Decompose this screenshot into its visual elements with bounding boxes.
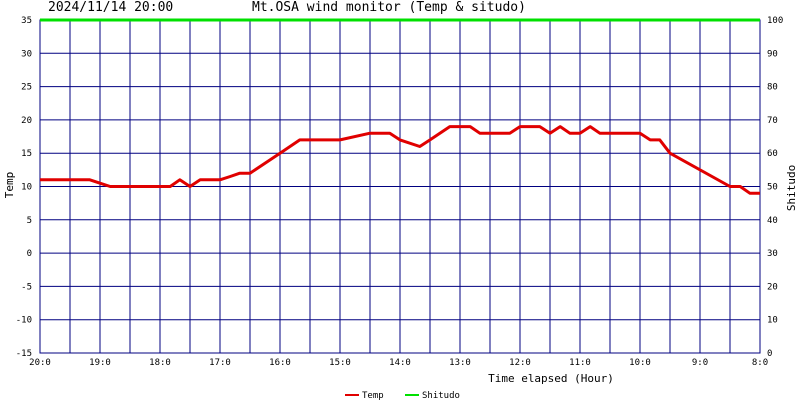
x-tick-label: 11:0 — [569, 358, 591, 368]
x-tick-label: 15:0 — [329, 358, 351, 368]
x-tick-label: 13:0 — [449, 358, 471, 368]
y2-tick-label: 40 — [767, 216, 778, 226]
x-tick-label: 12:0 — [509, 358, 531, 368]
x-tick-label: 19:0 — [89, 358, 111, 368]
series-layer — [40, 18, 760, 195]
y2-tick-label: 20 — [767, 282, 778, 292]
y2-tick-label: 50 — [767, 183, 778, 193]
y2-axis-label: Shitudo — [785, 165, 798, 211]
x-tick-label: 20:0 — [29, 358, 51, 368]
y-tick-label: -10 — [16, 316, 32, 326]
y2-tick-label: 100 — [767, 16, 783, 26]
x-tick-label: 10:0 — [629, 358, 651, 368]
x-axis-label: Time elapsed (Hour) — [488, 372, 614, 385]
y-tick-label: 35 — [21, 16, 32, 26]
y-tick-label: 20 — [21, 116, 32, 126]
y2-tick-label: 30 — [767, 249, 778, 259]
legend-label: Shitudo — [422, 391, 460, 400]
y2-tick-label: 0 — [767, 349, 772, 359]
y-tick-label: 30 — [21, 49, 32, 59]
series-line-temp — [40, 125, 760, 195]
y-tick-label: 15 — [21, 149, 32, 159]
y-tick-label: 5 — [27, 216, 32, 226]
x-tick-label: 17:0 — [209, 358, 231, 368]
y-tick-label: 0 — [27, 249, 32, 259]
y-axis-label: Temp — [3, 172, 16, 199]
x-tick-label: 16:0 — [269, 358, 291, 368]
chart-title: Mt.OSA wind monitor (Temp & situdo) — [252, 0, 526, 15]
x-tick-label: 14:0 — [389, 358, 411, 368]
y2-tick-label: 10 — [767, 316, 778, 326]
y-tick-label: 25 — [21, 83, 32, 93]
y2-tick-label: 80 — [767, 83, 778, 93]
y2-tick-label: 90 — [767, 49, 778, 59]
y-tick-label: -15 — [16, 349, 32, 359]
legend-label: Temp — [362, 391, 384, 400]
legend: Temp Shitudo — [345, 391, 460, 400]
tick-label-layer: 35302520151050-5-10-15100908070605040302… — [16, 16, 784, 368]
x-tick-label: 8:0 — [752, 358, 768, 368]
x-tick-label: 18:0 — [149, 358, 171, 368]
y-tick-label: -5 — [21, 282, 32, 292]
x-tick-label: 9:0 — [692, 358, 708, 368]
y2-tick-label: 70 — [767, 116, 778, 126]
y-tick-label: 10 — [21, 183, 32, 193]
y2-tick-label: 60 — [767, 149, 778, 159]
timestamp-label: 2024/11/14 20:00 — [48, 0, 174, 15]
